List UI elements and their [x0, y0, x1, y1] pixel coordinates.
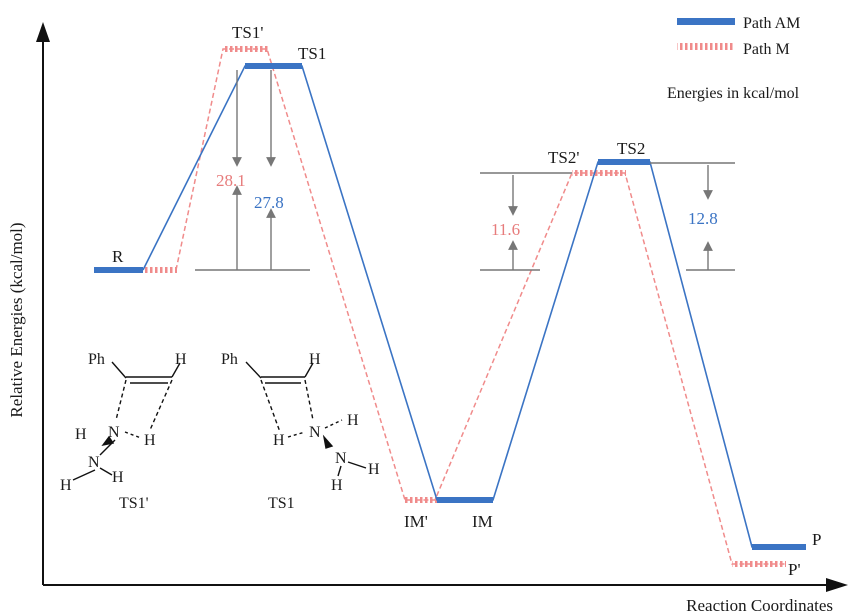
ts1-h-n2: H: [368, 461, 380, 478]
ts1p-h-bottom: H: [60, 477, 72, 494]
level-ts2p: [572, 170, 626, 176]
bond-c-ph: [111, 361, 127, 379]
bond-c-h: [304, 362, 314, 378]
barrier-ts1-m: 28.1: [216, 171, 246, 190]
ts1-caption: TS1: [268, 495, 295, 512]
barrier-guides: [195, 70, 735, 271]
bond-h-n-dashed: [287, 431, 306, 438]
legend: Path AM Path M Energies in kcal/mol: [667, 15, 800, 102]
ts1p-h-top: H: [175, 351, 187, 368]
level-p: [752, 544, 806, 550]
x-axis-arrow-icon: [826, 578, 848, 592]
ts1-ph: Ph: [221, 351, 238, 368]
structure-ts1p: [72, 361, 181, 481]
bond-c-n-dashed: [304, 379, 314, 421]
path-m-connectors: [175, 48, 785, 565]
structure-ts1p-labels: Ph H H N H N H H TS1': [60, 351, 187, 512]
level-ts1: [245, 63, 302, 69]
barrier-ts2-m: 11.6: [491, 220, 520, 239]
path-am-connectors: [142, 65, 806, 548]
level-im: [437, 497, 493, 503]
legend-path-m-swatch: [677, 43, 735, 50]
level-ts2: [598, 159, 650, 165]
bond-c-h-dashed: [149, 379, 173, 431]
state-label-ts1: TS1: [298, 44, 326, 63]
bond-n2-h2: [337, 465, 342, 477]
state-label-p: P: [812, 530, 821, 549]
ts1p-h-left: H: [75, 426, 87, 443]
ts1-n1: N: [309, 424, 321, 441]
ts1p-ph: Ph: [88, 351, 105, 368]
ts1-h-bottom: H: [331, 477, 343, 494]
ts1p-h-n2: H: [112, 469, 124, 486]
legend-path-m-label: Path M: [743, 41, 790, 58]
ts1-n2: N: [335, 450, 347, 467]
path-m: [117, 46, 786, 567]
axes: Relative Energies (kcal/mol) Reaction Co…: [7, 22, 848, 615]
level-pp: [732, 561, 786, 567]
bond-n-h-dashed: [324, 419, 343, 429]
wedge-n-h: [101, 435, 115, 447]
path-am: [94, 63, 806, 550]
barrier-ts2-am: 12.8: [688, 209, 718, 228]
structure-ts1-labels: Ph H H N H N H H TS1: [221, 351, 380, 512]
y-axis-arrow-icon: [36, 22, 50, 42]
bond-n2-h: [347, 461, 367, 469]
bond-c-n-dashed: [115, 379, 127, 421]
legend-path-am-label: Path AM: [743, 15, 800, 32]
state-label-r: R: [112, 247, 124, 266]
legend-energy-note: Energies in kcal/mol: [667, 85, 800, 102]
state-label-im: IM: [472, 512, 493, 531]
state-label-ts1p: TS1': [232, 23, 263, 42]
bond-n-h-dashed: [124, 431, 142, 439]
ts1p-caption: TS1': [119, 495, 149, 512]
bond-c-ph: [245, 361, 262, 379]
legend-path-am-swatch: [677, 18, 735, 25]
wedge-n-n: [322, 434, 334, 449]
state-label-ts2p: TS2': [548, 148, 579, 167]
structure-ts1: [245, 361, 367, 477]
level-ts1p: [223, 46, 268, 52]
state-label-pp: P': [788, 560, 801, 579]
bond-c-h: [171, 362, 181, 378]
state-label-imp: IM': [404, 512, 428, 531]
ts1p-n2: N: [88, 454, 100, 471]
ts1-h-left: H: [273, 432, 285, 449]
level-r-am: [94, 267, 143, 273]
ts1p-n1: N: [108, 424, 120, 441]
bond-c-h-dashed: [260, 379, 281, 433]
bond-n2-h: [72, 469, 96, 481]
level-imp: [405, 497, 437, 503]
ts1p-h-right: H: [144, 432, 156, 449]
state-label-ts2: TS2: [617, 139, 645, 158]
barrier-ts1-am: 27.8: [254, 193, 284, 212]
ts1-h-top: H: [309, 351, 321, 368]
y-axis-title: Relative Energies (kcal/mol): [7, 222, 26, 417]
x-axis-title: Reaction Coordinates: [686, 596, 833, 615]
ts1-h-right: H: [347, 412, 359, 429]
level-r-m: [117, 267, 177, 273]
bond-n2-h2: [99, 467, 113, 476]
